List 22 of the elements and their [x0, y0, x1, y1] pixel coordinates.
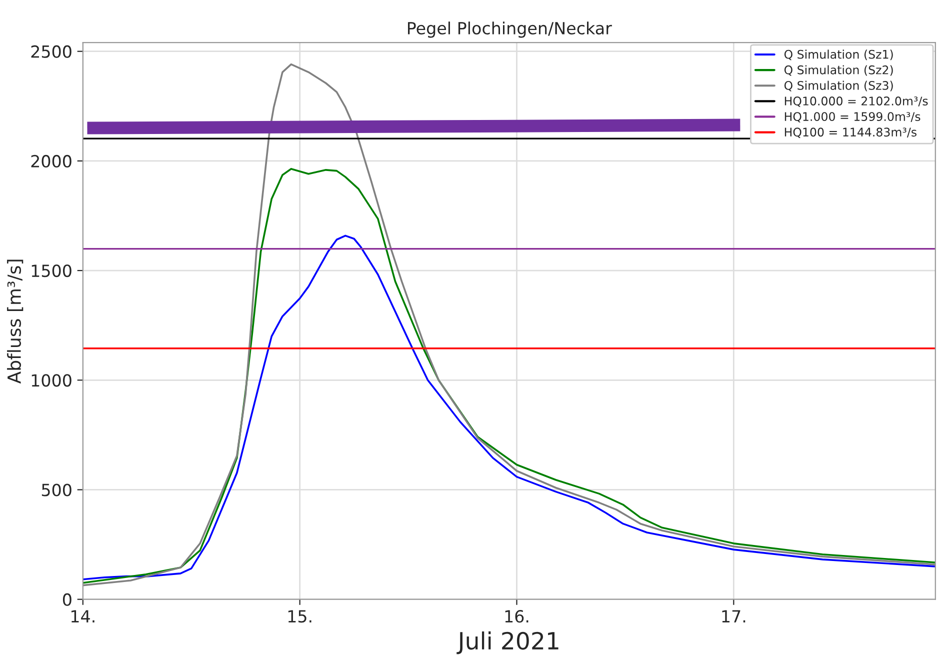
legend-label: HQ10.000 = 2102.0m³/s — [784, 96, 928, 107]
legend-label: Q Simulation (Sz1) — [784, 50, 893, 60]
line-series — [82, 168, 936, 584]
x-tick-label: 15. — [288, 610, 312, 623]
line-series — [82, 234, 936, 580]
y-tick-label: 1000 — [32, 374, 72, 387]
y-tick-label: 500 — [42, 484, 72, 496]
x-axis-title: Juli 2021 — [456, 631, 558, 654]
line-series — [82, 63, 936, 586]
chart-title: Pegel Plochingen/Neckar — [408, 22, 612, 38]
y-tick-label: 2000 — [31, 154, 72, 168]
y-axis-title: Abfluss [m³/s] — [7, 260, 24, 384]
legend-label: Q Simulation (Sz2) — [784, 65, 893, 76]
x-tick-label: 16. — [505, 610, 528, 623]
y-tick-label: 0 — [62, 593, 72, 606]
x-tick-label: 17. — [722, 610, 746, 622]
y-tick-label: 2500 — [31, 45, 72, 58]
legend-label: HQ1.000 = 1599.0m³/s — [784, 112, 920, 122]
y-tick-label: 1500 — [32, 264, 72, 278]
x-tick-label: 14. — [71, 610, 94, 622]
legend-label: HQ100 = 1144.83m³/s — [784, 128, 916, 138]
legend-label: Q Simulation (Sz3) — [784, 80, 893, 92]
